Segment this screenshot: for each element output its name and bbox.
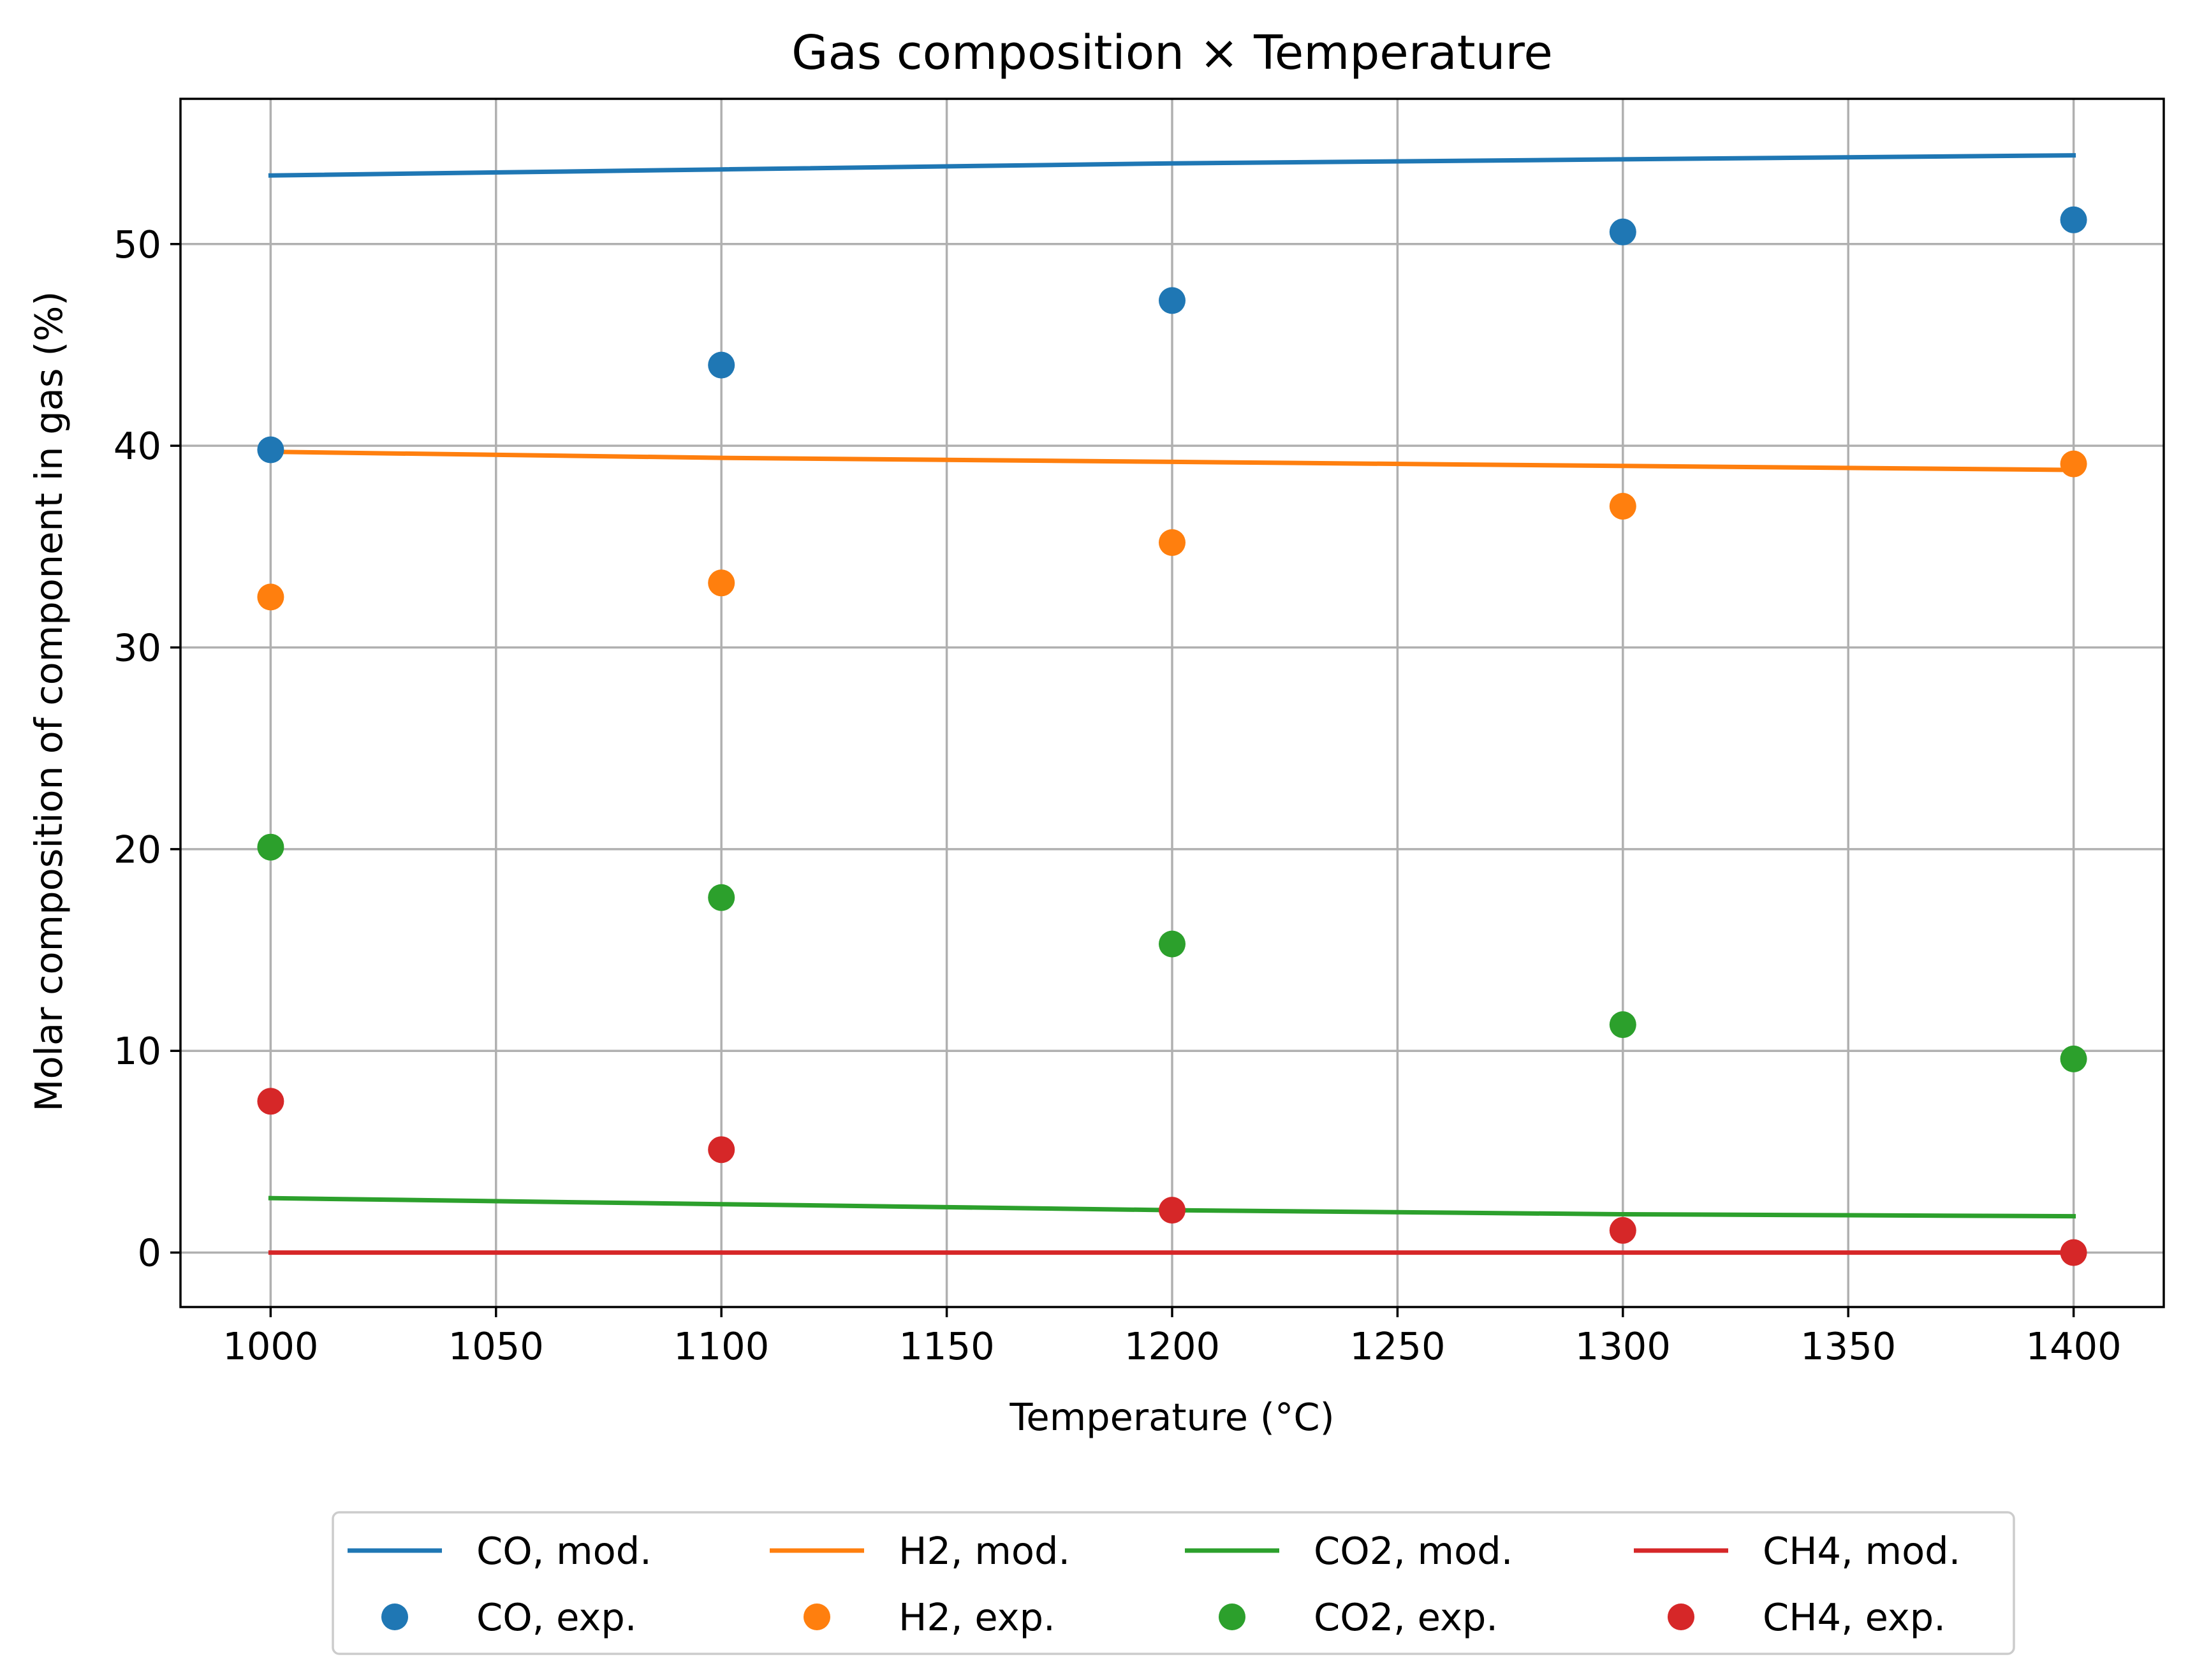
x-tick-label: 1100 [673,1324,769,1368]
data-point-h2-exp [2060,450,2087,478]
legend-swatch-ch4-exp [1668,1603,1694,1630]
data-point-co-exp [1609,218,1636,245]
x-tick-label: 1400 [2026,1324,2122,1368]
legend-swatch-h2-exp [804,1603,830,1630]
data-point-co2-exp [257,833,284,861]
legend-label-ch4-mod: CH4, mod. [1763,1529,1960,1573]
y-tick-label: 50 [114,223,161,267]
x-tick-label: 1150 [899,1324,995,1368]
legend-swatch-co2-exp [1219,1603,1245,1630]
y-axis-label: Molar composition of component in gas (%… [27,291,71,1112]
x-tick-label: 1250 [1349,1324,1445,1368]
legend-label-co2-exp: CO2, exp. [1314,1595,1498,1639]
chart-title: Gas composition × Temperature [791,26,1553,80]
legend: CO, mod. H2, mod. CO2, mod. CH4, mod. CO, ex… [332,1511,2015,1655]
data-point-co2-exp [1609,1011,1636,1039]
data-point-co-exp [2060,206,2087,233]
legend-label-ch4-exp: CH4, exp. [1763,1595,1946,1639]
data-point-h2-exp [257,583,284,611]
x-tick-label: 1200 [1124,1324,1220,1368]
series-line-h2-mod [268,449,2076,472]
data-point-ch4-exp [2060,1239,2087,1266]
plot-series [257,153,2087,1266]
data-point-co-exp [1159,287,1186,314]
legend-label-co-mod: CO, mod. [476,1529,652,1573]
data-point-co-exp [257,436,284,464]
data-point-co2-exp [1159,930,1186,958]
data-point-ch4-exp [1159,1197,1186,1224]
axis-ticks: 1000 1050 1100 1150 1200 1250 1300 1350 1400 0 10 2… [114,223,2122,1368]
legend-swatch-co-exp [381,1603,408,1630]
data-point-h2-exp [1159,529,1186,556]
legend-label-co2-mod: CO2, mod. [1314,1529,1513,1573]
y-tick-label: 30 [114,626,161,670]
data-point-co-exp [708,351,735,379]
data-point-ch4-exp [257,1088,284,1115]
data-point-co2-exp [2060,1045,2087,1072]
x-axis-label: Temperature (°C) [1009,1395,1334,1439]
data-point-ch4-exp [1609,1216,1636,1244]
y-tick-label: 40 [114,424,161,468]
legend-label-h2-exp: H2, exp. [899,1595,1055,1639]
data-point-ch4-exp [708,1136,735,1164]
x-tick-label: 1350 [1800,1324,1896,1368]
y-tick-label: 20 [114,828,161,872]
data-point-co2-exp [708,884,735,911]
data-point-h2-exp [1609,493,1636,520]
x-tick-label: 1300 [1575,1324,1671,1368]
series-line-co-mod [268,153,2076,178]
x-tick-label: 1000 [223,1324,318,1368]
y-tick-label: 0 [137,1231,161,1275]
data-point-h2-exp [708,569,735,597]
legend-label-h2-mod: H2, mod. [899,1529,1070,1573]
legend-label-co-exp: CO, exp. [476,1595,637,1639]
legend-box [332,1511,2015,1655]
y-tick-label: 10 [114,1029,161,1073]
x-tick-label: 1050 [448,1324,544,1368]
